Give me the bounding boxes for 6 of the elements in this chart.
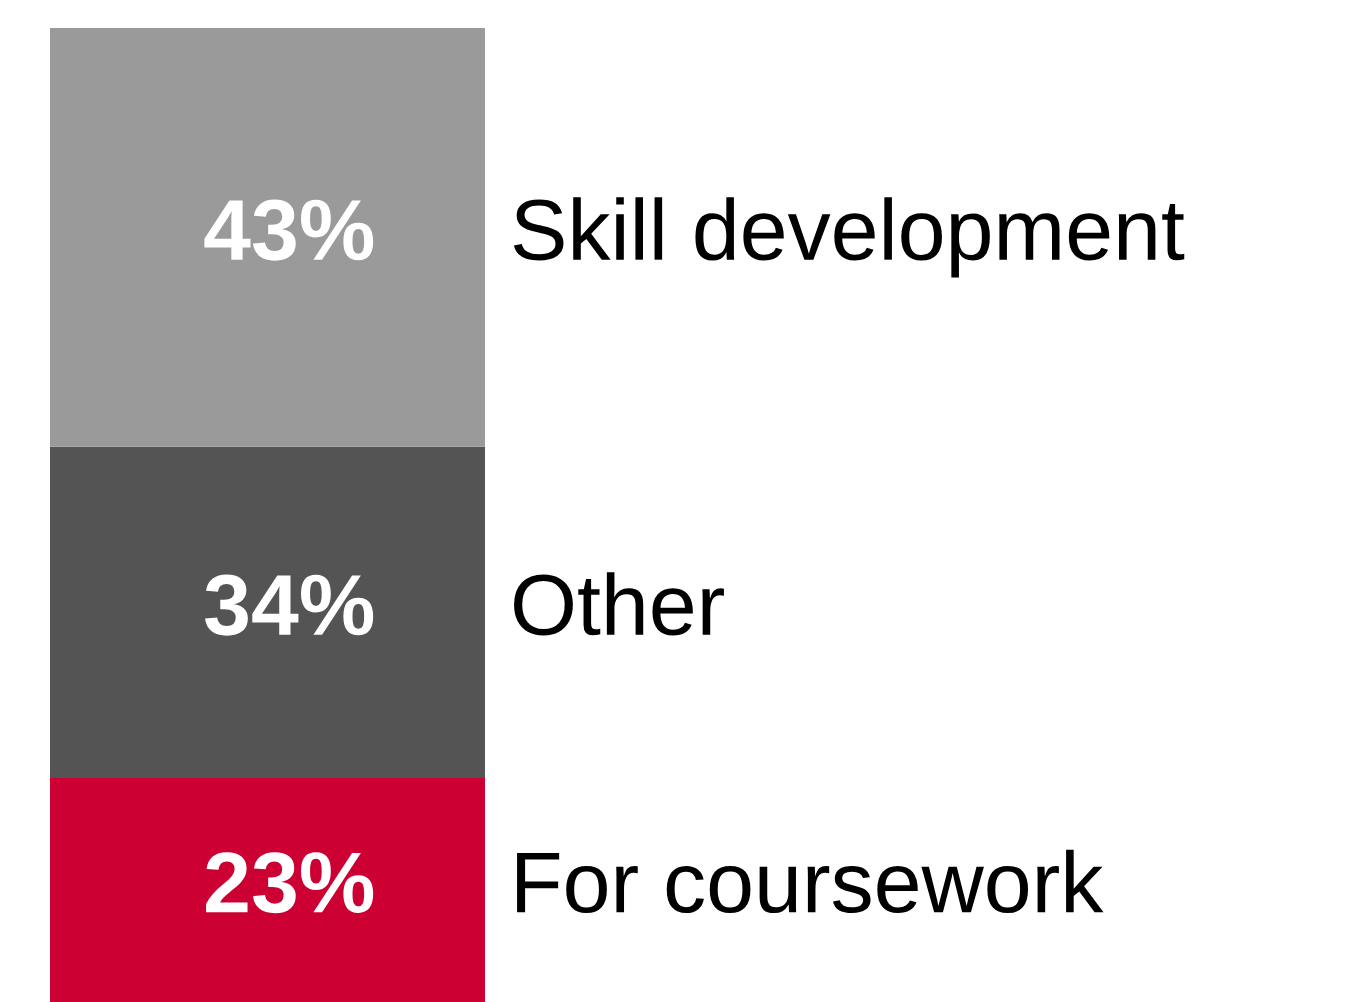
data-label: 43% (204, 199, 374, 261)
data-label: 23% (206, 852, 374, 914)
series-label: Skill development (513, 197, 1185, 278)
data-label: 34% (205, 574, 374, 636)
series-label: For coursework (517, 849, 1104, 914)
series-label: Other (514, 572, 724, 636)
